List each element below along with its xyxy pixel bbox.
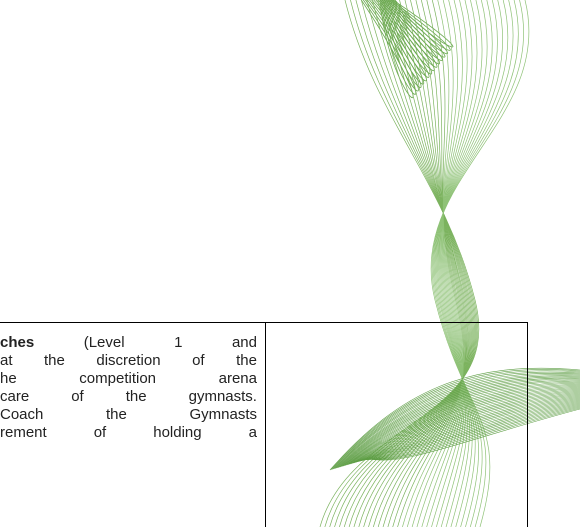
wave-line — [392, 0, 465, 527]
sweep-line — [351, 391, 580, 464]
sweep-line — [362, 402, 580, 461]
sweep-line — [335, 375, 580, 469]
sweep-line — [342, 382, 580, 467]
text-line: he competition arena — [0, 370, 257, 387]
sweep-line — [332, 371, 580, 470]
sweep-line — [346, 386, 580, 466]
cell-top-border — [0, 322, 528, 323]
sweep-line — [366, 406, 580, 460]
sweep-line — [358, 398, 580, 462]
sweep-line — [345, 385, 580, 466]
sweep-line — [361, 401, 580, 461]
sweep-line — [330, 369, 580, 470]
bold-text: ches — [0, 334, 35, 351]
wave-line — [436, 0, 483, 527]
wave-line — [437, 0, 493, 527]
text-line: rement of holding a — [0, 424, 257, 441]
wave-line — [397, 0, 465, 527]
wave-line — [416, 0, 463, 527]
sweep-line — [352, 392, 580, 464]
wave-line — [334, 0, 476, 527]
wave-line — [358, 0, 471, 527]
wave-line — [432, 0, 519, 527]
text-line: at the discretion of the — [0, 352, 257, 369]
wave-line — [430, 0, 530, 527]
sweep-line — [355, 395, 580, 463]
wave-line — [319, 0, 480, 527]
wave-line — [426, 0, 473, 527]
sweep-line — [348, 388, 580, 465]
cell-right-border — [527, 322, 528, 527]
sweep-line — [341, 381, 580, 467]
arc-line — [369, 0, 425, 85]
sweep-line — [356, 396, 580, 463]
sweep-line — [360, 400, 580, 461]
sweep-line — [365, 405, 580, 460]
sweep-line — [357, 397, 580, 462]
sweep-line — [359, 399, 580, 462]
sweep-line — [354, 394, 580, 463]
sweep-line — [333, 373, 580, 470]
sweep-line — [329, 367, 580, 471]
wave-line — [438, 0, 488, 527]
wave-line — [433, 0, 514, 527]
text-line: Coach the Gymnasts — [0, 406, 257, 423]
sweep-line — [349, 389, 580, 465]
wave-line — [363, 0, 470, 527]
wave-line — [406, 0, 464, 527]
sweep-line — [350, 390, 580, 464]
wave-line — [431, 0, 478, 527]
sweep-line — [338, 378, 580, 468]
sweep-line — [340, 380, 580, 467]
sweep-line — [337, 377, 580, 468]
arc-line — [392, 0, 454, 48]
sweep-line — [334, 374, 580, 469]
wave-line — [421, 0, 468, 527]
sweep-line — [364, 404, 580, 460]
cell-divider — [265, 322, 266, 527]
table-cell-text: ches (Level 1 and at the discretion of the he comp… — [0, 334, 257, 442]
wave-line — [434, 0, 509, 527]
arc-line — [371, 0, 427, 82]
sweep-line — [367, 407, 580, 460]
wave-line — [382, 0, 467, 527]
sweep-line — [353, 393, 580, 464]
sweep-line — [343, 383, 580, 467]
arc-line — [364, 0, 419, 92]
sweep-line — [344, 384, 580, 466]
sweep-line — [347, 387, 580, 465]
sweep-line — [336, 376, 580, 469]
wave-line — [377, 0, 468, 527]
sweep-line — [331, 370, 580, 470]
text-line: care of the gymnasts. — [0, 388, 257, 405]
wave-line — [435, 0, 503, 527]
sweep-line — [368, 408, 580, 461]
text-line: ches (Level 1 and — [0, 334, 257, 351]
sweep-line — [363, 403, 580, 461]
wave-line — [436, 0, 498, 527]
wave-line — [431, 0, 525, 527]
wave-line — [372, 0, 468, 527]
sweep-line — [339, 379, 580, 468]
